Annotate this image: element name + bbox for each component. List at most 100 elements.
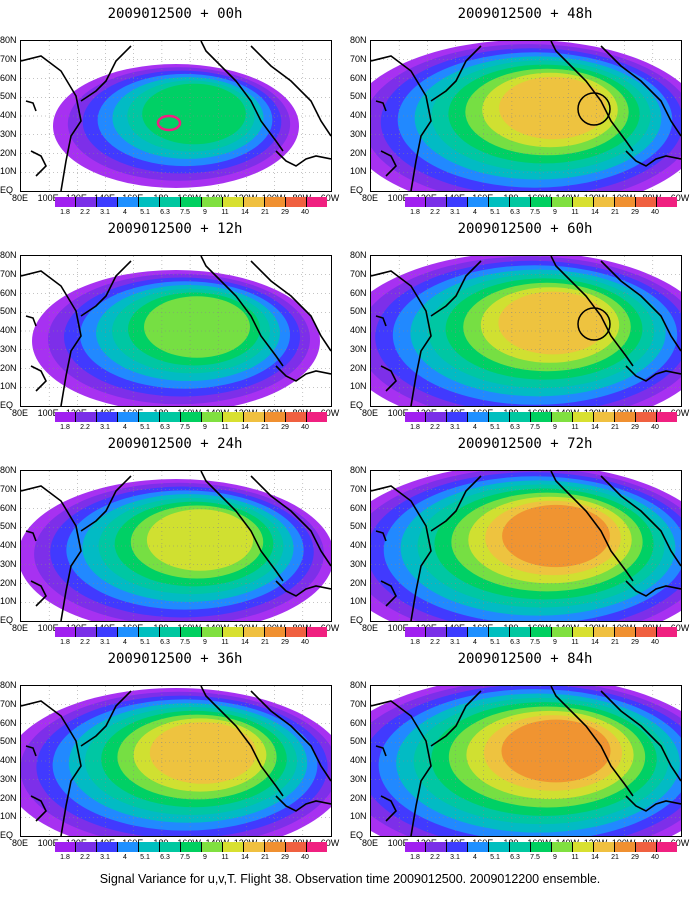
lon-tick-label: 100E <box>387 408 409 418</box>
colorbar-label: 3.1 <box>450 854 460 861</box>
coastline <box>30 365 47 392</box>
colorbar-label: 3.1 <box>450 209 460 216</box>
coastline <box>375 745 387 757</box>
colorbar-label: 29 <box>631 639 639 646</box>
colorbar-swatch <box>306 842 327 852</box>
colorbar-label: 5.1 <box>140 639 150 646</box>
lat-tick-label: 10N <box>350 166 367 177</box>
lon-tick-label: 80E <box>11 193 29 203</box>
lat-tick-label: 80N <box>0 250 17 260</box>
colorbar-swatch <box>138 197 159 207</box>
colorbar-label: 5.1 <box>490 639 500 646</box>
colorbar-swatch <box>405 842 425 852</box>
coastline <box>21 700 82 836</box>
colorbar-swatch <box>222 412 243 422</box>
colorbar-swatch <box>446 197 467 207</box>
colorbar-swatch <box>635 412 656 422</box>
colorbar-swatch <box>180 627 201 637</box>
colorbar-label: 11 <box>221 854 229 861</box>
colorbar-swatch <box>572 412 593 422</box>
coastline <box>25 530 37 542</box>
colorbar-swatch <box>446 842 467 852</box>
coastline <box>250 45 331 137</box>
colorbar-swatch <box>405 197 425 207</box>
colorbar-swatch <box>593 627 614 637</box>
colorbar-swatch <box>572 197 593 207</box>
lon-tick-label: 60W <box>670 408 690 418</box>
lon-tick-label: 80E <box>11 838 29 848</box>
lat-tick-label: 50N <box>350 521 367 532</box>
lat-tick-label: EQ <box>0 830 14 840</box>
colorbar-swatch <box>264 627 285 637</box>
colorbar-swatch <box>425 627 446 637</box>
coastline <box>275 795 331 812</box>
colorbar-label: 7.5 <box>530 424 540 431</box>
colorbar-label: 9 <box>203 209 207 216</box>
colorbar-label: 9 <box>553 424 557 431</box>
colorbar-swatch <box>509 842 530 852</box>
colorbar-swatch <box>222 627 243 637</box>
lon-tick-label: 100E <box>387 193 409 203</box>
lon-tick-label: 80E <box>361 193 379 203</box>
lon-tick-label: 100E <box>387 623 409 633</box>
panel-title: 2009012500 + 00h <box>107 6 243 22</box>
coastline <box>430 45 482 102</box>
map-canvas <box>21 41 331 191</box>
colorbar-swatch <box>222 842 243 852</box>
colorbar-swatch <box>285 197 306 207</box>
lat-tick-label: 60N <box>350 72 367 83</box>
panel-title: 2009012500 + 72h <box>457 436 593 452</box>
colorbar-swatch <box>96 412 117 422</box>
coastline <box>380 150 397 177</box>
variance-contour <box>146 509 254 571</box>
colorbar-label: 4 <box>123 639 127 646</box>
colorbar-label: 1.8 <box>60 209 70 216</box>
colorbar-label: 2.2 <box>430 854 440 861</box>
colorbar-label: 6.3 <box>160 639 170 646</box>
coastline <box>600 45 681 137</box>
colorbar-label: 9 <box>553 209 557 216</box>
lat-tick-label: EQ <box>350 185 364 195</box>
colorbar-swatch <box>467 627 488 637</box>
colorbar-swatch <box>488 842 509 852</box>
lat-tick-label: 10N <box>350 596 367 607</box>
colorbar-label: 7.5 <box>180 424 190 431</box>
colorbar-label: 29 <box>281 639 289 646</box>
colorbar-swatch <box>306 197 327 207</box>
forecast-panel: 2009012500 + 60h 80N 70N 60N 50N 40N 30N 20N 10N… <box>350 215 700 440</box>
colorbar-label: 40 <box>301 424 309 431</box>
map-canvas <box>371 256 681 406</box>
lat-tick-label: 30N <box>0 128 17 139</box>
lat-tick-label: 80N <box>0 465 17 475</box>
lat-tick-label: 70N <box>0 698 17 709</box>
colorbar <box>405 627 677 637</box>
colorbar-label: 21 <box>261 209 269 216</box>
lat-tick-label: 70N <box>350 268 367 279</box>
coastline <box>375 530 387 542</box>
lat-tick-label: 40N <box>350 755 367 765</box>
colorbar-label: 14 <box>591 209 599 216</box>
colorbar-swatch <box>467 842 488 852</box>
colorbar-swatch <box>117 412 138 422</box>
lon-tick-label: 80E <box>361 623 379 633</box>
colorbar-label: 9 <box>203 854 207 861</box>
coastline <box>600 475 681 567</box>
colorbar-label: 4 <box>473 209 477 216</box>
map-canvas <box>371 41 681 191</box>
colorbar-label: 7.5 <box>530 639 540 646</box>
colorbar-label: 4 <box>473 639 477 646</box>
colorbar-swatch <box>243 197 264 207</box>
coastline <box>200 41 284 152</box>
colorbar-label: 7.5 <box>530 209 540 216</box>
colorbar-label: 11 <box>221 639 229 646</box>
colorbar-label: 1.8 <box>410 854 420 861</box>
lat-tick-label: 70N <box>350 483 367 494</box>
colorbar-label: 9 <box>203 639 207 646</box>
colorbar-swatch <box>243 627 264 637</box>
colorbar-swatch <box>530 842 551 852</box>
coastline <box>550 471 634 582</box>
lat-tick-label: 10N <box>0 381 17 392</box>
coastline <box>21 55 82 191</box>
colorbar-label: 3.1 <box>100 639 110 646</box>
lat-tick-label: 50N <box>350 91 367 102</box>
